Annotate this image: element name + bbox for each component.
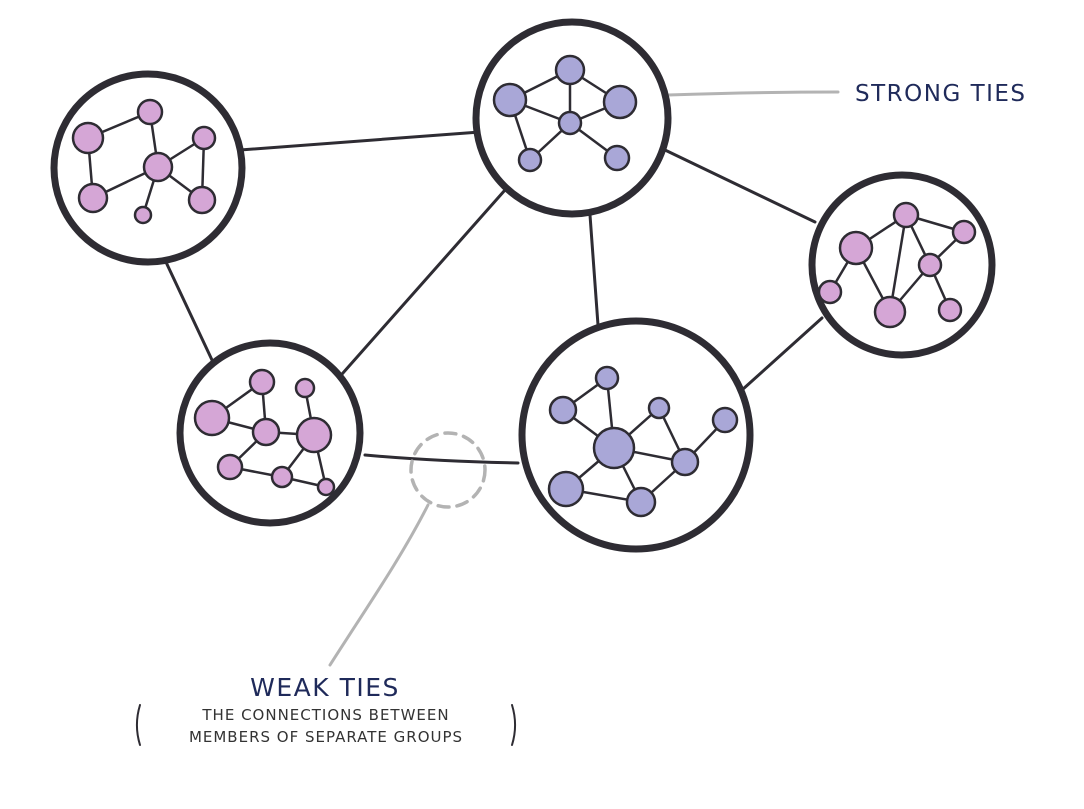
group-bottom-left <box>176 339 364 527</box>
node <box>133 205 153 225</box>
node <box>647 396 671 420</box>
node <box>951 219 977 245</box>
weak-tie-edges <box>163 130 824 465</box>
description-brackets <box>136 704 516 746</box>
node <box>251 417 281 447</box>
node <box>294 377 316 399</box>
group-right <box>808 171 996 359</box>
edge-topcenter-bottomcenter <box>588 213 600 327</box>
node <box>248 368 276 396</box>
edge-topleft-bottomleft <box>163 258 214 362</box>
node <box>191 125 217 151</box>
node <box>557 110 583 136</box>
node <box>492 82 528 118</box>
strong-ties-label: STRONG TIES <box>855 81 1027 107</box>
node <box>917 252 943 278</box>
node <box>711 406 739 434</box>
node <box>548 395 578 425</box>
node <box>187 185 217 215</box>
edge-bottomleft-bottomcenter <box>363 453 520 465</box>
group-bottom-center <box>518 317 754 553</box>
strong-ties-callout-line <box>666 90 840 97</box>
node <box>142 151 174 183</box>
node <box>602 84 638 120</box>
node <box>554 54 586 86</box>
node <box>316 477 336 497</box>
edge-topcenter-bottomleft <box>333 188 507 384</box>
node <box>77 182 109 214</box>
node <box>193 399 231 437</box>
node <box>937 297 963 323</box>
node <box>838 230 874 266</box>
callouts <box>328 90 840 667</box>
edge-right-bottomcenter <box>740 316 824 392</box>
weak-tie-highlight-circle <box>409 431 487 509</box>
edge-topleft-topcenter <box>238 130 482 152</box>
group-top-center <box>472 18 672 218</box>
group-top-left <box>50 70 246 266</box>
node <box>270 465 294 489</box>
node <box>892 201 920 229</box>
weak-ties-label: WEAK TIES <box>250 673 400 702</box>
node <box>873 295 907 329</box>
node <box>625 486 657 518</box>
node <box>136 98 164 126</box>
node <box>603 144 631 172</box>
node <box>817 279 843 305</box>
node <box>295 416 333 454</box>
node <box>670 447 700 477</box>
group-right-boundary <box>808 171 996 359</box>
node <box>547 470 585 508</box>
node <box>216 453 244 481</box>
node <box>594 365 620 391</box>
weak-ties-callout-line <box>328 503 430 667</box>
edge-topcenter-right <box>663 148 817 224</box>
weak-ties-description-line1: THE CONNECTIONS BETWEEN <box>201 706 449 724</box>
node <box>517 147 543 173</box>
node <box>592 426 636 470</box>
weak-ties-description-line2: MEMBERS OF SEPARATE GROUPS <box>189 728 463 746</box>
node <box>71 121 105 155</box>
